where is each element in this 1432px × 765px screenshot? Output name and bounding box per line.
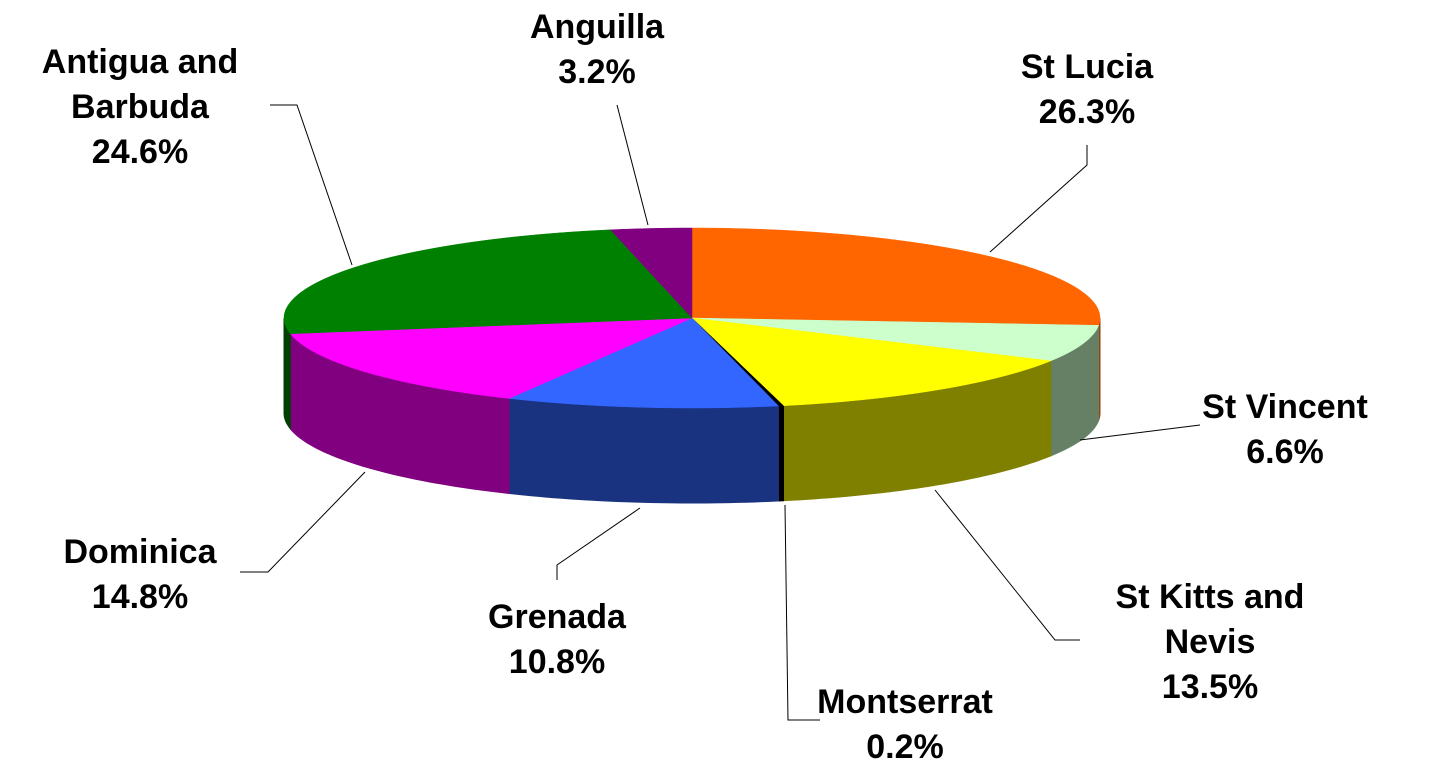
slice (691, 317, 1051, 406)
slice-side (283, 317, 291, 431)
slice-side (508, 397, 779, 504)
label-name: St Kitts and Nevis (1115, 578, 1305, 661)
slice (289, 317, 693, 399)
leader-line (556, 507, 641, 580)
leader-line (934, 489, 1080, 641)
slice-label: Grenada 10.8% (422, 595, 692, 685)
slice (691, 317, 1100, 362)
slice (691, 227, 1101, 326)
label-value: 10.8% (508, 643, 606, 681)
leader-line (270, 104, 353, 266)
slice (283, 229, 693, 335)
slice-label: Montserrat 0.2% (770, 680, 1040, 765)
label-value: 6.6% (1246, 433, 1324, 471)
slice-label: St Lucia 26.3% (952, 45, 1222, 135)
leader-line (989, 145, 1088, 253)
label-name: Antigua and Barbuda (41, 43, 239, 126)
leader-line (1079, 424, 1201, 441)
label-value: 0.2% (866, 728, 944, 765)
slice-label: Anguilla 3.2% (462, 5, 732, 95)
label-value: 26.3% (1038, 93, 1136, 131)
label-value: 3.2% (558, 53, 636, 91)
leader-line (616, 104, 649, 226)
slice-label: Dominica 14.8% (5, 530, 275, 620)
side-walls (283, 317, 1101, 504)
label-value: 14.8% (91, 578, 189, 616)
label-name: Dominica (63, 533, 217, 571)
label-name: Grenada (488, 598, 626, 636)
leader-line (240, 471, 366, 573)
label-value: 13.5% (1161, 668, 1259, 706)
slice-label: St Kitts and Nevis 13.5% (1075, 575, 1345, 710)
label-name: Montserrat (817, 683, 993, 721)
label-name: St Vincent (1202, 388, 1368, 426)
label-name: Anguilla (529, 8, 665, 46)
label-name: St Lucia (1020, 48, 1154, 86)
slice-label: St Vincent 6.6% (1150, 385, 1420, 475)
slice-label: Antigua and Barbuda 24.6% (5, 40, 275, 175)
slice-tops (283, 227, 1101, 409)
label-value: 24.6% (91, 133, 189, 171)
slice (609, 227, 693, 319)
slice (508, 317, 780, 409)
leader-line (784, 504, 820, 721)
slice-side (778, 405, 784, 502)
